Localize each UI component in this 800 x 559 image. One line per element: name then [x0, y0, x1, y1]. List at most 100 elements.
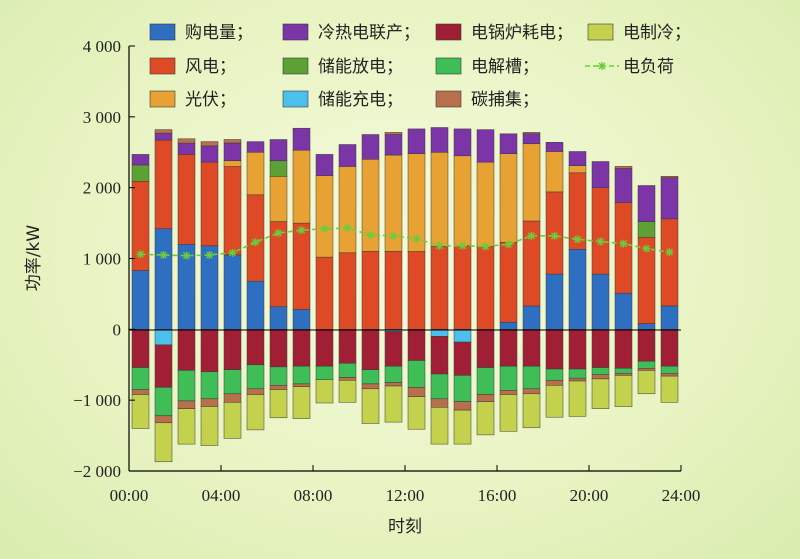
load-point	[297, 226, 306, 235]
bar-segment	[338, 377, 357, 381]
y-tick-label: 1 000	[83, 250, 121, 269]
bar-segment	[568, 368, 587, 379]
bar-segment	[614, 168, 633, 203]
y-tick-label: 2 000	[83, 179, 121, 198]
load-point	[320, 224, 329, 233]
bar-segment	[499, 153, 518, 243]
legend-swatch	[149, 23, 176, 41]
bar-segment	[246, 388, 265, 395]
bar-segment	[499, 133, 518, 154]
bar-segment	[384, 365, 403, 383]
bar-segment	[269, 366, 288, 386]
load-line-layer	[136, 224, 674, 260]
bar-segment	[315, 154, 334, 176]
y-tick-label: 3 000	[83, 108, 121, 127]
x-tick-label: 04:00	[202, 486, 241, 505]
bar-segment	[637, 329, 656, 362]
legend-item: 电锅炉耗电；	[435, 23, 573, 43]
x-axis-title: 时刻	[388, 517, 422, 537]
bar-segment	[660, 329, 679, 367]
bar-segment	[591, 187, 610, 275]
bar-segment	[269, 385, 288, 390]
bar-segment	[430, 398, 449, 408]
legend-label: 冷热电联产；	[318, 23, 420, 43]
bar-segment	[315, 256, 334, 330]
bar-segment	[338, 252, 357, 330]
legend-swatch	[435, 23, 462, 41]
load-point	[665, 248, 674, 257]
y-axis-title: 功率/kW	[24, 225, 44, 292]
bar-segment	[361, 369, 380, 385]
bar-segment	[614, 292, 633, 330]
bar-segment	[223, 160, 242, 167]
bar-segment	[430, 127, 449, 153]
load-point	[527, 231, 536, 240]
legend-label: 电制冷；	[623, 23, 691, 43]
legend-label: 碳捕集；	[471, 90, 539, 110]
load-point	[412, 234, 421, 243]
bar-segment	[361, 329, 380, 370]
bar-segment	[476, 129, 495, 163]
bar-segment	[476, 329, 495, 368]
bar-segment	[430, 246, 449, 330]
bar-segment	[246, 280, 265, 330]
bar-segment	[614, 202, 633, 294]
bar-segment	[453, 155, 472, 247]
legend-swatch	[587, 23, 614, 41]
bar-segment	[660, 177, 679, 220]
bar-segment	[660, 365, 679, 374]
load-point	[182, 251, 191, 260]
bar-segment	[154, 387, 173, 416]
bar-segment	[292, 149, 311, 224]
bar-segment	[614, 375, 633, 407]
legend-item: 购电量；	[149, 23, 253, 43]
bar-segment	[384, 251, 403, 330]
bar-segment	[177, 142, 196, 155]
bar-segment	[591, 273, 610, 330]
bar-segment	[591, 378, 610, 409]
x-tick-label: 12:00	[386, 486, 425, 505]
bar-segment	[522, 365, 541, 390]
bar-segment	[177, 329, 196, 371]
bar-segment	[200, 329, 219, 373]
bar-segment	[407, 128, 426, 154]
bar-segment	[499, 390, 518, 395]
bar-segment	[522, 305, 541, 330]
bar-segment	[200, 145, 219, 163]
bar-segment	[407, 387, 426, 397]
legend-item: 光伏；	[149, 90, 236, 110]
bar-segment	[131, 329, 150, 368]
bar-segment	[269, 389, 288, 419]
bar-segment	[407, 251, 426, 330]
bar-segment	[292, 309, 311, 330]
bar-segment	[246, 364, 265, 390]
bar-segment	[223, 329, 242, 370]
bar-segment	[499, 322, 518, 330]
y-tick-label: 0	[113, 320, 122, 339]
legend-label: 电解槽；	[471, 57, 539, 77]
bar-segment	[361, 134, 380, 160]
bar-segment	[154, 344, 173, 388]
bar-segment	[223, 142, 242, 161]
load-point	[136, 250, 145, 259]
bar-segment	[131, 270, 150, 330]
bar-segment	[545, 329, 564, 370]
bar-segment	[338, 144, 357, 167]
bar-segment	[246, 141, 265, 153]
x-tick-label: 16:00	[478, 486, 517, 505]
bar-segment	[545, 151, 564, 193]
bar-segment	[545, 273, 564, 330]
bar-segment	[315, 329, 334, 367]
bar-segment	[430, 407, 449, 445]
bar-segment	[384, 331, 403, 367]
x-tick-label: 20:00	[570, 486, 609, 505]
bar-segment	[177, 400, 196, 409]
bar-segment	[338, 166, 357, 254]
bar-segment	[177, 370, 196, 402]
legend-label: 购电量；	[185, 23, 253, 43]
bar-segment	[223, 369, 242, 395]
bar-segment	[453, 341, 472, 376]
legend-swatch	[149, 90, 176, 108]
bars-layer	[131, 127, 679, 463]
